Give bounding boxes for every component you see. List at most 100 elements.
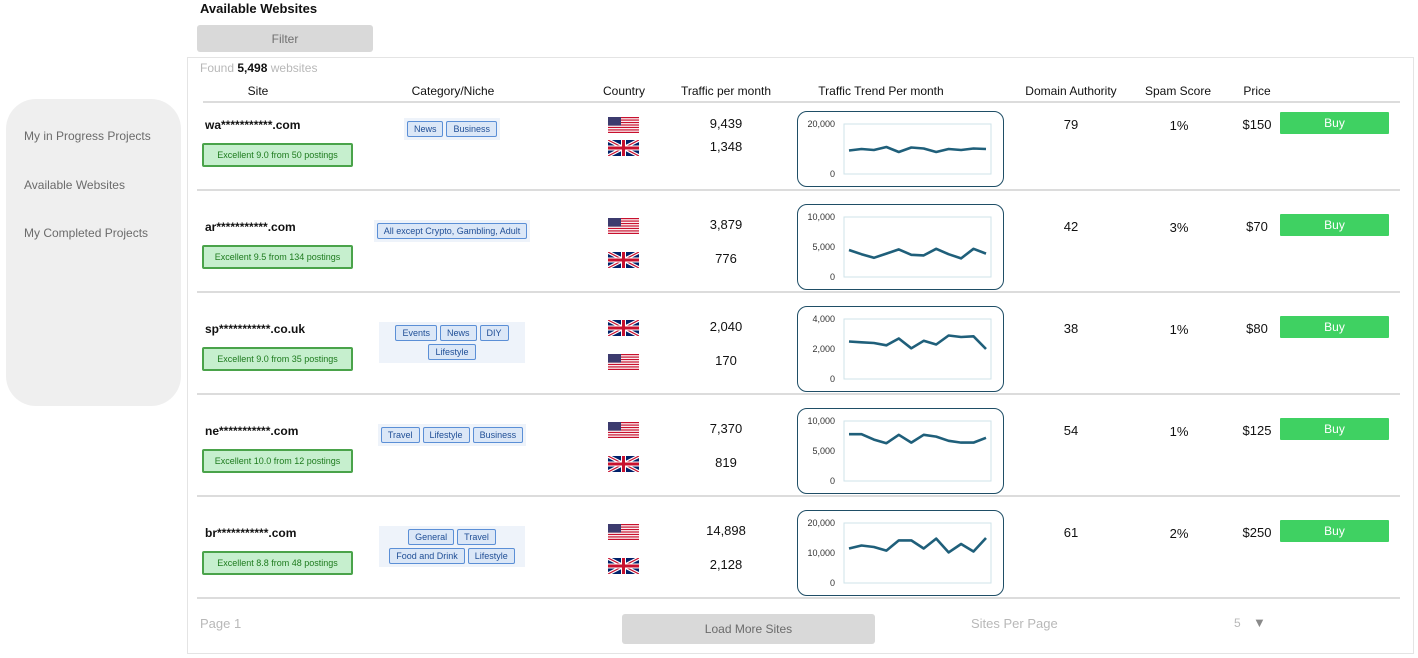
found-count: 5,498 <box>237 61 268 75</box>
rating-badge: Excellent 10.0 from 12 postings <box>202 449 353 473</box>
traffic-value: 9,439 <box>709 116 743 131</box>
buy-button[interactable]: Buy <box>1280 214 1389 236</box>
column-header-spam-score: Spam Score <box>1144 84 1212 98</box>
price-value: $125 <box>1242 423 1272 438</box>
uk-flag-icon <box>608 320 639 336</box>
category-tag: Business <box>446 121 498 137</box>
price-value: $250 <box>1242 525 1272 540</box>
y-tick-label: 2,000 <box>812 344 835 354</box>
plot-area <box>843 318 992 380</box>
category-tag: Travel <box>380 427 420 443</box>
sites-per-page-value: 5 <box>1234 616 1241 630</box>
y-tick-label: 0 <box>830 578 835 588</box>
sidebar-item-in-progress[interactable]: My in Progress Projects <box>24 129 151 143</box>
rating-badge: Excellent 9.0 from 50 postings <box>202 143 353 167</box>
column-header-trend: Traffic Trend Per month <box>818 84 944 98</box>
y-tick-label: 10,000 <box>807 212 835 222</box>
page-indicator: Page 1 <box>200 616 242 631</box>
traffic-value: 7,370 <box>709 421 743 436</box>
trend-svg: 4,000 2,000 0 <box>812 314 992 384</box>
trend-line <box>848 334 987 350</box>
trend-line <box>848 247 987 260</box>
domain-authority-value: 54 <box>1063 423 1079 438</box>
row-divider <box>197 495 1400 497</box>
site-name[interactable]: ar***********.com <box>205 220 296 234</box>
traffic-trend-chart: 10,000 5,000 0 <box>797 408 1004 494</box>
site-name[interactable]: wa***********.com <box>205 118 301 132</box>
uk-flag-icon <box>608 140 639 156</box>
y-tick-label: 0 <box>830 374 835 384</box>
category-tag: Lifestyle <box>428 344 476 360</box>
y-tick-label: 0 <box>830 476 835 486</box>
sites-per-page-select[interactable]: 5 ▼ <box>1232 614 1272 634</box>
sidebar-item-available-websites[interactable]: Available Websites <box>24 178 125 192</box>
traffic-trend-chart: 20,000 0 <box>797 111 1004 187</box>
traffic-trend-chart: 20,000 10,000 0 <box>797 510 1004 596</box>
buy-button[interactable]: Buy <box>1280 418 1389 440</box>
domain-authority-value: 61 <box>1063 525 1079 540</box>
traffic-trend-chart: 10,000 5,000 0 <box>797 204 1004 290</box>
category-tag: News <box>406 121 444 137</box>
category-tags: Travel Lifestyle Business <box>352 424 552 446</box>
traffic-value: 14,898 <box>706 523 746 538</box>
category-tags: News Business <box>352 118 552 140</box>
column-header-price: Price <box>1243 84 1271 98</box>
domain-authority-value: 42 <box>1063 219 1079 234</box>
price-value: $80 <box>1246 321 1268 336</box>
us-flag-icon <box>608 354 639 370</box>
row-divider <box>197 597 1400 599</box>
column-header-category: Category/Niche <box>411 84 495 98</box>
spam-score-value: 1% <box>1169 322 1189 337</box>
y-tick-label: 0 <box>830 169 835 179</box>
category-tag: Business <box>472 427 524 443</box>
buy-button[interactable]: Buy <box>1280 316 1389 338</box>
site-name[interactable]: br***********.com <box>205 526 297 540</box>
category-tags: Events News DIY Lifestyle <box>352 322 552 363</box>
sidebar: My in Progress Projects Available Websit… <box>6 99 181 406</box>
traffic-value: 2,128 <box>709 557 743 572</box>
tag-list: Travel Lifestyle Business <box>377 424 527 446</box>
trend-svg: 10,000 5,000 0 <box>807 212 992 282</box>
found-suffix: websites <box>270 61 318 75</box>
trend-svg: 20,000 0 <box>807 119 992 179</box>
spam-score-value: 3% <box>1169 220 1189 235</box>
domain-authority-value: 79 <box>1063 117 1079 132</box>
page-title: Available Websites <box>200 1 318 16</box>
rating-badge: Excellent 9.0 from 35 postings <box>202 347 353 371</box>
sites-per-page-label: Sites Per Page <box>971 616 1058 631</box>
results-count: Found 5,498 websites <box>200 61 317 75</box>
column-header-country: Country <box>602 84 646 98</box>
us-flag-icon <box>608 218 639 234</box>
y-tick-label: 4,000 <box>812 314 835 324</box>
load-more-button[interactable]: Load More Sites <box>622 614 875 644</box>
filter-button[interactable]: Filter <box>197 25 373 52</box>
traffic-value: 2,040 <box>709 319 743 334</box>
category-tag: Lifestyle <box>422 427 470 443</box>
row-divider <box>197 393 1400 395</box>
header-divider <box>203 101 1400 103</box>
category-tag: News <box>439 325 477 341</box>
plot-area <box>843 420 992 482</box>
buy-button[interactable]: Buy <box>1280 112 1389 134</box>
us-flag-icon <box>608 117 639 133</box>
category-tag: Lifestyle <box>467 548 515 564</box>
buy-button[interactable]: Buy <box>1280 520 1389 542</box>
category-tag: Food and Drink <box>389 548 465 564</box>
traffic-trend-chart: 4,000 2,000 0 <box>797 306 1004 392</box>
uk-flag-icon <box>608 456 639 472</box>
trend-line <box>848 145 987 154</box>
uk-flag-icon <box>608 252 639 268</box>
trend-svg: 10,000 5,000 0 <box>807 416 992 486</box>
tag-list: All except Crypto, Gambling, Adult <box>373 220 531 242</box>
uk-flag-icon <box>608 558 639 574</box>
plot-area <box>843 216 992 278</box>
category-tag: Travel <box>457 529 496 545</box>
sidebar-item-completed[interactable]: My Completed Projects <box>24 226 149 240</box>
site-name[interactable]: sp***********.co.uk <box>205 322 306 336</box>
traffic-value: 170 <box>715 353 737 368</box>
us-flag-icon <box>608 524 639 540</box>
site-name[interactable]: ne***********.com <box>205 424 299 438</box>
rating-badge: Excellent 8.8 from 48 postings <box>202 551 353 575</box>
tag-list: General Travel Food and Drink Lifestyle <box>379 526 525 567</box>
found-prefix: Found <box>200 61 235 75</box>
